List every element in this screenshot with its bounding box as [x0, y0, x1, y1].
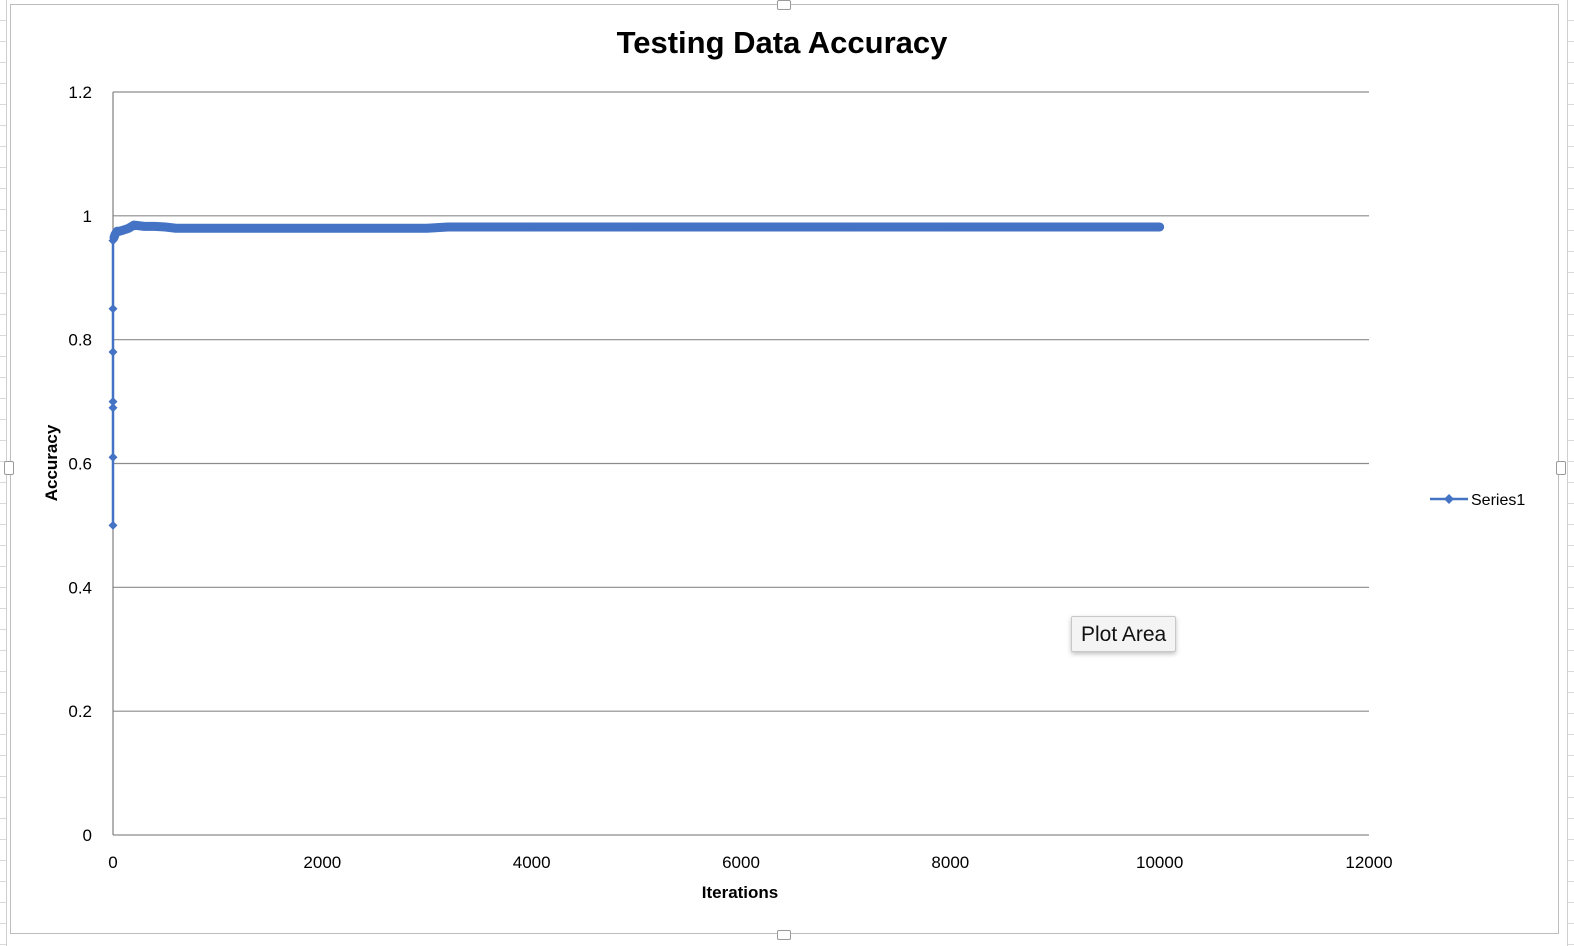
data-point[interactable]	[108, 347, 118, 357]
data-point[interactable]	[443, 222, 453, 232]
data-point[interactable]	[160, 222, 170, 232]
x-tick-label: 10000	[1136, 853, 1183, 872]
x-tick-label: 2000	[303, 853, 341, 872]
resize-handle-top[interactable]	[777, 0, 791, 10]
data-point[interactable]	[108, 452, 118, 462]
legend-series-marker	[1444, 494, 1454, 504]
y-axis-title[interactable]: Accuracy	[42, 424, 61, 501]
x-tick-label: 4000	[513, 853, 551, 872]
x-tick-label: 12000	[1345, 853, 1392, 872]
y-tick-label: 0.6	[68, 455, 92, 474]
y-tick-label: 0.8	[68, 331, 92, 350]
data-point[interactable]	[108, 397, 118, 407]
x-tick-label: 8000	[931, 853, 969, 872]
sheet-gridlines-right	[1567, 0, 1574, 946]
resize-handle-right[interactable]	[1556, 461, 1566, 475]
data-point[interactable]	[108, 520, 118, 530]
y-tick-label: 1	[83, 207, 92, 226]
data-point[interactable]	[108, 304, 118, 314]
data-point[interactable]	[171, 223, 181, 233]
x-tick-labels: 0 2000 4000 6000 8000 10000 12000	[108, 853, 1392, 872]
legend-series-label: Series1	[1471, 492, 1525, 509]
data-point[interactable]	[265, 223, 275, 233]
data-point[interactable]	[370, 223, 380, 233]
x-axis-title[interactable]: Iterations	[702, 883, 779, 902]
legend[interactable]: Series1	[1430, 492, 1525, 509]
data-point[interactable]	[527, 222, 537, 232]
chart-title[interactable]: Testing Data Accuracy	[617, 25, 949, 60]
data-point[interactable]	[129, 220, 139, 230]
series-layer[interactable]	[108, 220, 1165, 530]
resize-handle-left[interactable]	[4, 461, 14, 475]
y-tick-label: 0	[83, 826, 92, 845]
data-point[interactable]	[841, 222, 851, 232]
data-point[interactable]	[631, 222, 641, 232]
data-point[interactable]	[139, 221, 149, 231]
plot-area-tooltip: Plot Area	[1071, 616, 1177, 652]
y-tick-label: 0.4	[68, 578, 92, 597]
y-tick-label: 0.2	[68, 702, 92, 721]
data-point[interactable]	[422, 223, 432, 233]
x-tick-label: 0	[108, 853, 117, 872]
data-point[interactable]	[150, 221, 160, 231]
gridlines	[113, 91, 1369, 836]
data-point[interactable]	[1050, 222, 1060, 232]
data-point[interactable]	[1155, 222, 1165, 232]
data-point[interactable]	[945, 222, 955, 232]
y-tick-label: 1.2	[68, 83, 92, 102]
y-tick-labels: 0 0.2 0.4 0.6 0.8 1 1.2	[68, 83, 92, 845]
resize-handle-bottom[interactable]	[777, 930, 791, 940]
data-point[interactable]	[213, 223, 223, 233]
x-tick-label: 6000	[722, 853, 760, 872]
data-point[interactable]	[108, 403, 118, 413]
data-point[interactable]	[736, 222, 746, 232]
data-point[interactable]	[317, 223, 327, 233]
series-line[interactable]	[111, 223, 1160, 526]
